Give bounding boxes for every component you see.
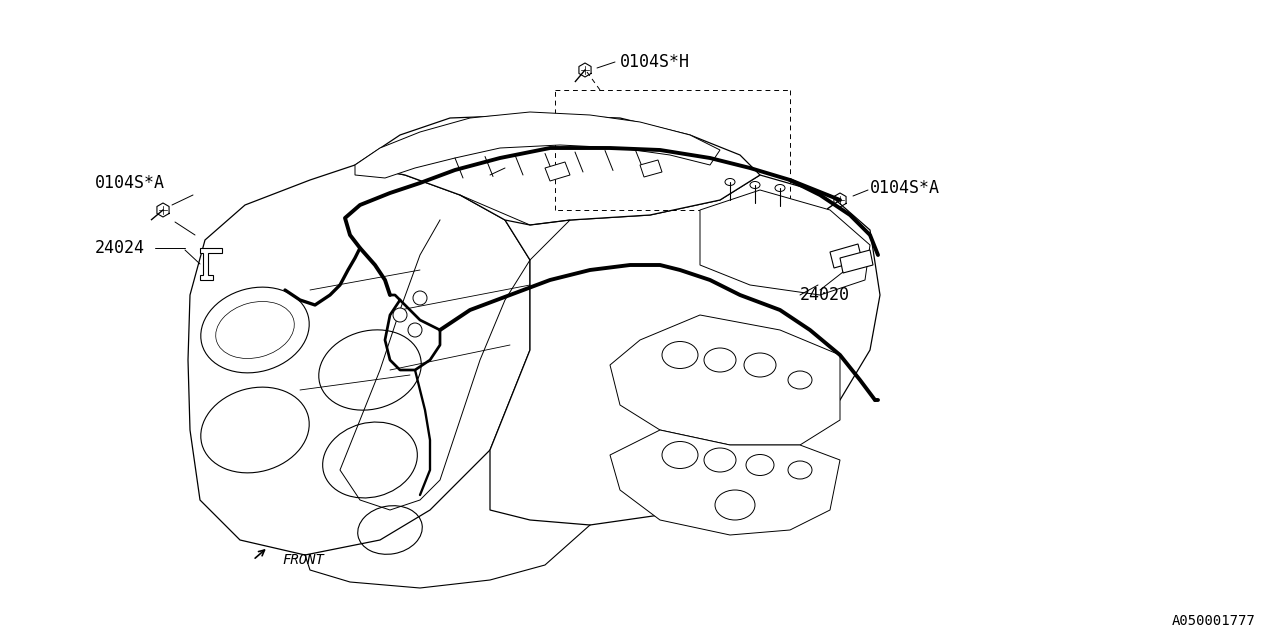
Polygon shape — [611, 430, 840, 535]
Polygon shape — [840, 250, 873, 273]
Text: 24020: 24020 — [800, 286, 850, 304]
Polygon shape — [355, 115, 760, 225]
Text: 0104S*H: 0104S*H — [620, 53, 690, 71]
Polygon shape — [829, 244, 861, 268]
Polygon shape — [188, 165, 530, 555]
Text: 24024: 24024 — [95, 239, 145, 257]
Text: A050001777: A050001777 — [1171, 614, 1254, 628]
Text: FRONT: FRONT — [282, 553, 324, 567]
Text: 0104S*A: 0104S*A — [95, 174, 165, 192]
Text: 0104S*A: 0104S*A — [870, 179, 940, 197]
Polygon shape — [611, 315, 840, 445]
Circle shape — [393, 308, 407, 322]
Polygon shape — [545, 162, 570, 181]
Circle shape — [413, 291, 428, 305]
Polygon shape — [700, 190, 870, 295]
Polygon shape — [200, 248, 221, 280]
Circle shape — [408, 323, 422, 337]
Polygon shape — [355, 112, 719, 178]
Polygon shape — [490, 175, 881, 525]
Polygon shape — [640, 160, 662, 177]
